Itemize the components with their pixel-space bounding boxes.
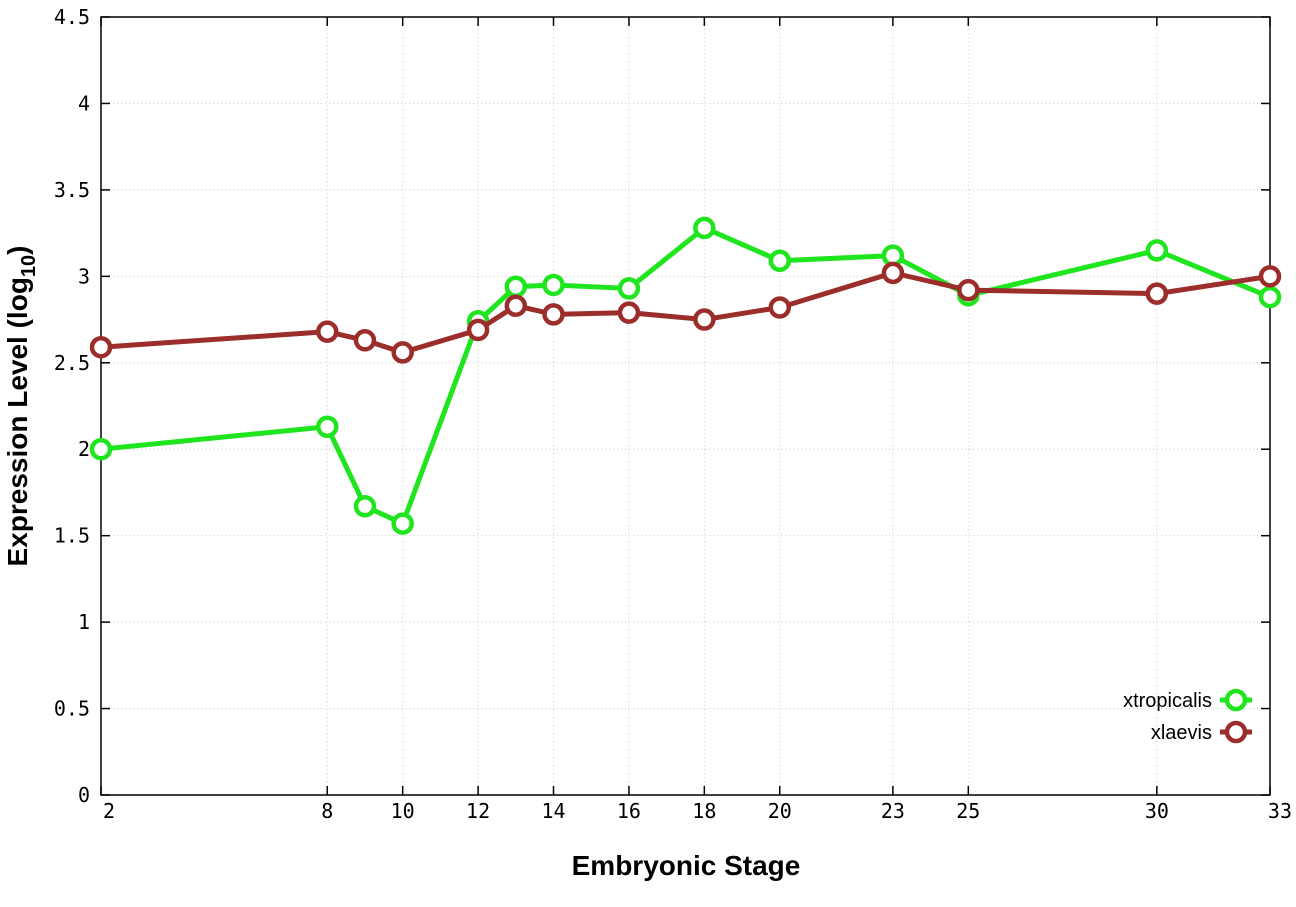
data-point-xlaevis — [768, 296, 792, 319]
x-tick-label: 14 — [541, 799, 565, 823]
data-point-xtropicalis — [1145, 239, 1169, 262]
x-tick-label: 2 — [103, 799, 115, 823]
series-xlaevis — [89, 261, 1282, 364]
series-line-xlaevis — [100, 270, 1271, 355]
y-tick-label: 3.5 — [54, 178, 90, 202]
data-point-xtropicalis — [353, 495, 377, 518]
x-tick-label: 25 — [956, 799, 980, 823]
x-tick-label: 30 — [1145, 799, 1169, 823]
x-tick-label: 33 — [1268, 799, 1292, 823]
x-tick-label: 20 — [768, 799, 792, 823]
y-tick-label: 2.5 — [54, 351, 90, 375]
data-point-xlaevis — [693, 308, 716, 331]
data-point-xtropicalis — [617, 277, 641, 300]
x-tick-label: 16 — [617, 799, 641, 823]
y-tick-label: 0 — [78, 783, 90, 807]
y-tick-label: 1.5 — [54, 524, 90, 548]
y-tick-label: 2 — [78, 437, 90, 461]
x-tick-label: 8 — [321, 799, 333, 823]
y-axis-title-main: Expression Level (log — [2, 277, 33, 566]
y-tick-label: 3 — [78, 264, 90, 288]
y-axis-title-subscript: 10 — [18, 255, 40, 277]
data-point-xlaevis — [1145, 282, 1169, 305]
data-point-xlaevis — [391, 341, 414, 364]
x-tick-label: 18 — [692, 799, 716, 823]
data-point-xlaevis — [542, 303, 565, 326]
legend-marker-swatch — [1224, 720, 1248, 744]
data-point-xlaevis — [881, 261, 905, 285]
data-point-xlaevis — [957, 278, 980, 302]
data-point-xlaevis — [89, 335, 113, 359]
x-tick-label: 12 — [466, 799, 490, 823]
series-xtropicalis — [89, 216, 1282, 535]
data-point-xtropicalis — [504, 275, 528, 298]
data-point-xlaevis — [466, 318, 490, 342]
data-point-xlaevis — [1258, 265, 1282, 288]
y-tick-label: 0.5 — [54, 697, 90, 721]
y-tick-label: 1 — [78, 610, 90, 634]
series-layer — [89, 216, 1282, 535]
y-axis-title-suffix: ) — [2, 246, 33, 255]
y-tick-label: 4.5 — [54, 5, 90, 29]
legend-item-xtropicalis: xtropicalis — [1123, 688, 1252, 712]
plot-frame — [100, 16, 1271, 796]
data-point-xlaevis — [316, 320, 339, 343]
legend-label: xtropicalis — [1123, 690, 1212, 712]
x-tick-label: 23 — [881, 799, 905, 823]
data-point-xtropicalis — [1258, 285, 1282, 309]
x-tick-label: 10 — [391, 799, 415, 823]
y-tick-label: 4 — [78, 91, 90, 115]
data-point-xlaevis — [617, 301, 641, 324]
legend-marker-swatch — [1224, 688, 1248, 712]
ticks-layer: 0 0.5 1 1.5 2 2.5 3 3.5 4 4.5 2 8 10 12 14 16 18 20 23 25 30… — [54, 5, 1292, 823]
legend-label: xlaevis — [1151, 722, 1212, 744]
data-point-xlaevis — [353, 329, 377, 352]
data-point-xtropicalis — [768, 249, 792, 273]
data-point-xtropicalis — [391, 512, 414, 535]
data-point-xlaevis — [504, 294, 528, 317]
legend-item-xlaevis: xlaevis — [1151, 720, 1252, 744]
grid-layer — [101, 17, 1270, 795]
legend: xtropicalis xlaevis — [1123, 688, 1252, 744]
data-point-xtropicalis — [316, 415, 339, 438]
data-point-xtropicalis — [542, 273, 565, 297]
data-point-xtropicalis — [89, 437, 113, 461]
series-line-xtropicalis — [100, 225, 1271, 527]
x-axis-title: Embryonic Stage — [572, 850, 801, 881]
data-point-xtropicalis — [693, 216, 716, 240]
y-axis-title: Expression Level (log10) — [2, 246, 40, 567]
